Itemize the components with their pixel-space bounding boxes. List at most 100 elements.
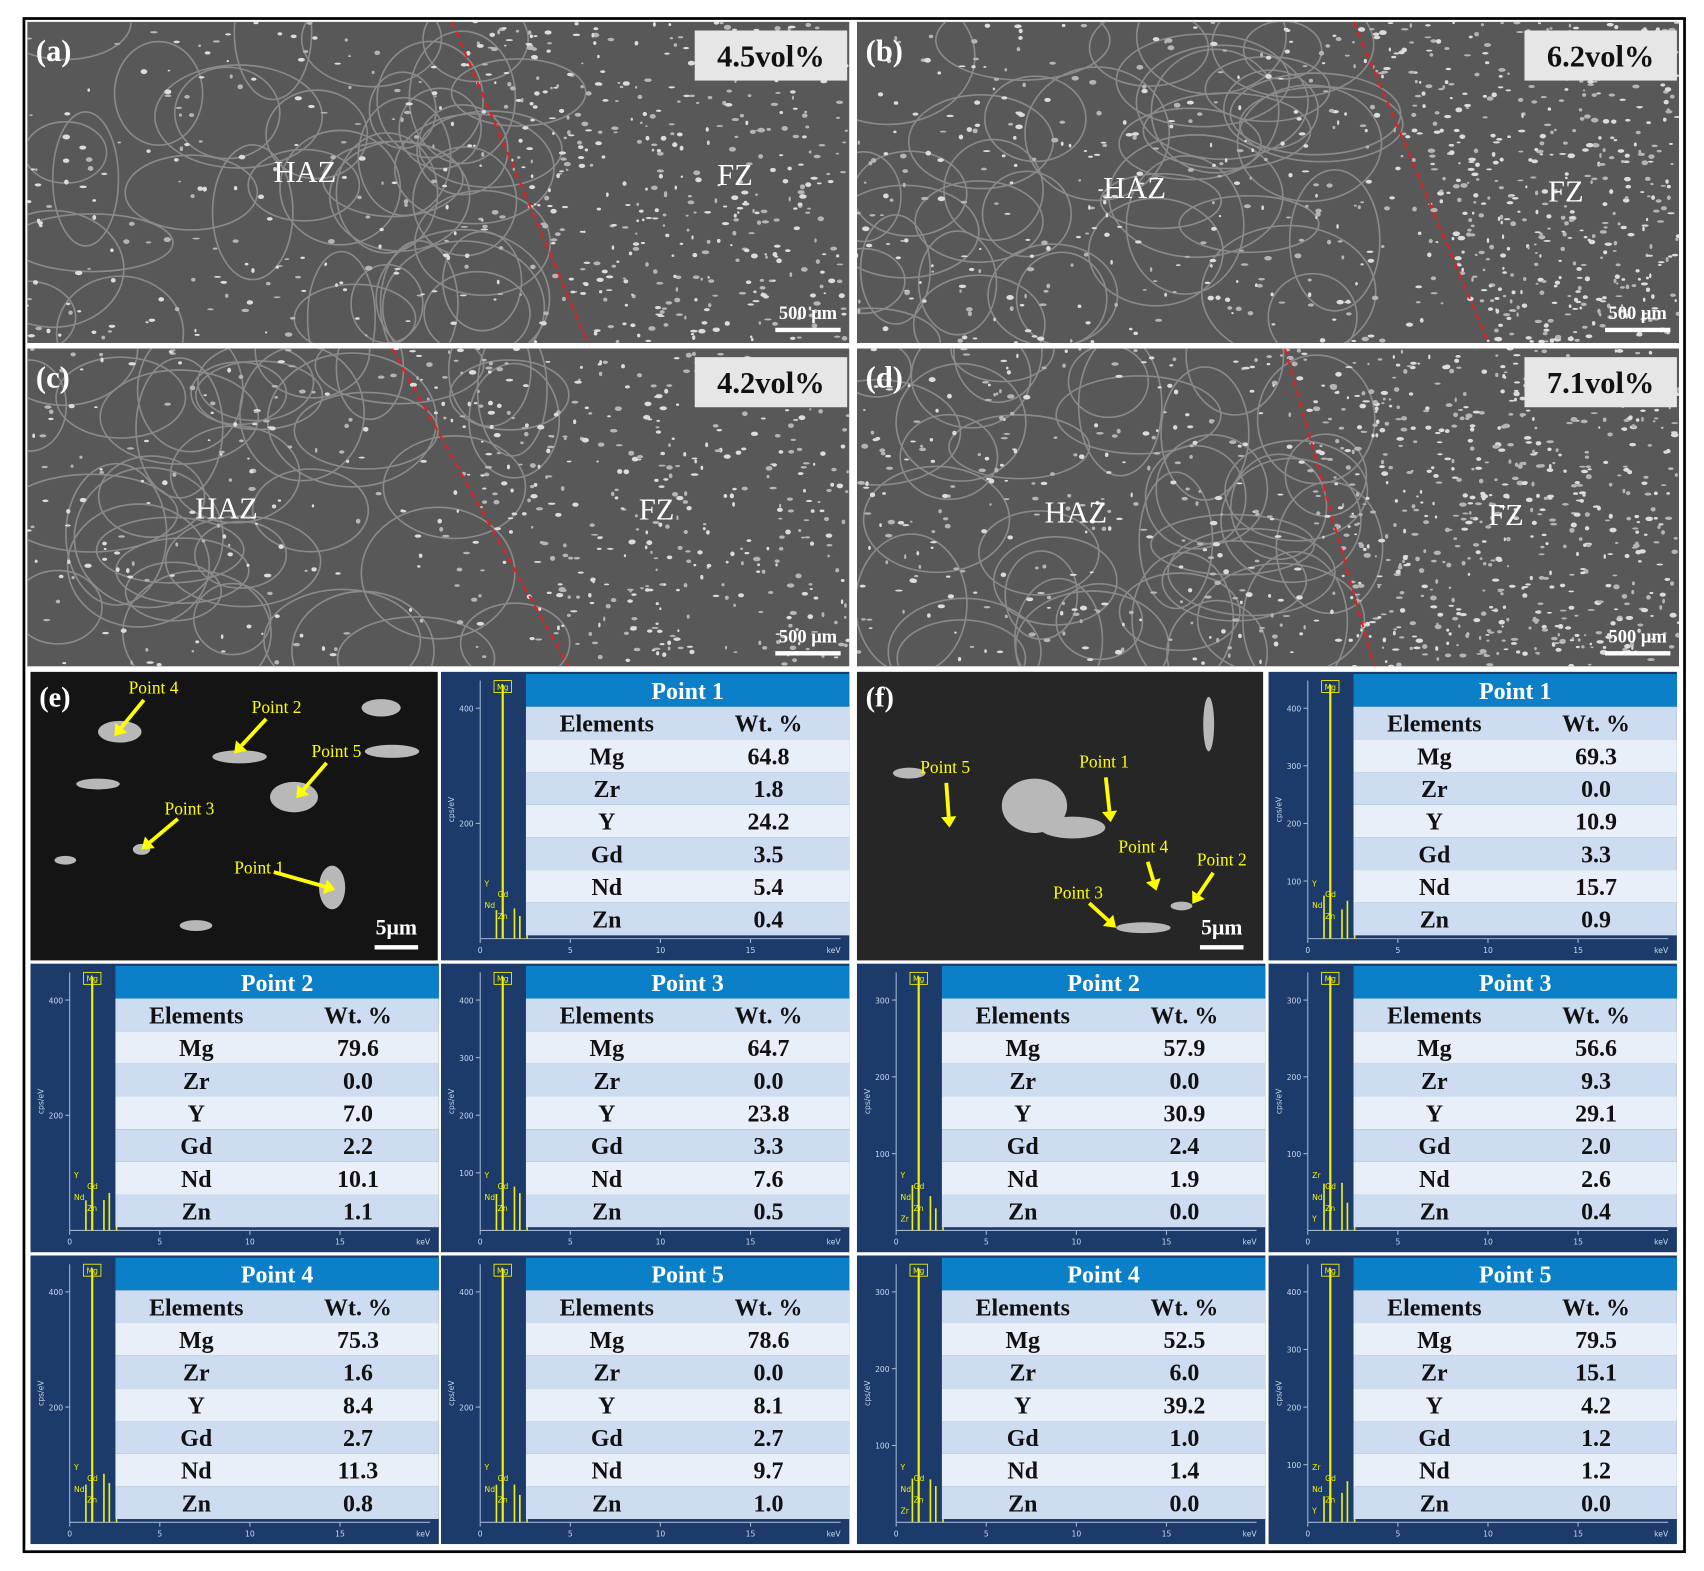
fusion-boundary: [1352, 21, 1490, 344]
precipitate: [1531, 520, 1537, 525]
precipitate: [1625, 284, 1630, 290]
precipitate: [804, 110, 808, 114]
precipitate: [1209, 635, 1212, 639]
precipitate: [686, 559, 692, 564]
precipitate: [1600, 300, 1607, 303]
precipitate: [1483, 43, 1492, 47]
precipitate: [330, 155, 336, 160]
precipitate: [1582, 493, 1586, 497]
precipitate: [561, 205, 569, 209]
precipitate: [636, 219, 639, 223]
precipitate: [1469, 446, 1475, 451]
precipitate: [930, 459, 936, 463]
precipitate: [1598, 162, 1606, 166]
precipitate: [810, 541, 815, 546]
precipitate: [216, 523, 220, 528]
precipitate: [1469, 495, 1476, 500]
precipitate: [1224, 297, 1231, 303]
precipitate: [1516, 31, 1524, 34]
grain-boundary: [122, 570, 272, 667]
table-cell: Y: [1014, 1393, 1031, 1419]
precipitate: [1453, 537, 1458, 540]
precipitate: [1068, 143, 1072, 148]
grain-boundary: [1014, 577, 1104, 667]
precipitate: [788, 449, 795, 454]
precipitate: [1102, 143, 1108, 148]
precipitate: [761, 569, 766, 574]
precipitate: [1542, 576, 1550, 580]
precipitate: [1582, 93, 1587, 97]
precipitate: [741, 447, 747, 451]
precipitate: [886, 377, 892, 381]
precipitate: [1354, 523, 1359, 527]
precipitate: [700, 277, 703, 281]
precipitate: [1481, 540, 1487, 543]
precipitate: [1531, 159, 1539, 164]
grain-boundary: [393, 113, 555, 225]
precipitate: [493, 432, 501, 438]
precipitate: [1580, 419, 1588, 424]
grain-boundary: [1118, 107, 1262, 181]
precipitate: [1401, 47, 1408, 53]
precipitate: [413, 135, 419, 139]
x-tick-label: 10: [656, 946, 666, 955]
table-cell: 8.4: [343, 1393, 373, 1419]
precipitate: [434, 386, 438, 389]
precipitate: [1444, 80, 1449, 85]
precipitate: [799, 194, 807, 199]
precipitate: [1573, 297, 1579, 302]
precipitate: [1217, 552, 1223, 558]
table-header: Wt. %: [1562, 1295, 1630, 1321]
precipitate: [1220, 512, 1223, 516]
table-row-bg: [525, 1161, 850, 1195]
precipitate: [984, 649, 987, 654]
precipitate: [1134, 175, 1138, 180]
precipitate: [585, 129, 593, 132]
precipitate: [1114, 649, 1123, 655]
precipitate: [27, 298, 32, 301]
precipitate: [1573, 492, 1579, 495]
precipitate: [816, 182, 822, 185]
precipitate: [146, 501, 151, 504]
precipitate: [1527, 246, 1530, 250]
y-tick-label: 200: [1287, 1403, 1302, 1412]
precipitate: [1574, 614, 1579, 617]
precipitate: [1193, 26, 1198, 29]
precipitate: [1245, 592, 1253, 598]
precipitate: [1214, 580, 1221, 585]
precipitate: [908, 297, 914, 300]
precipitate: [553, 86, 558, 89]
precipitate: [354, 317, 360, 320]
precipitate: [1496, 651, 1500, 656]
precipitate: [550, 435, 555, 438]
precipitate: [1459, 134, 1466, 139]
precipitate: [1467, 228, 1472, 232]
precipitate: [520, 441, 524, 445]
precipitate: [558, 108, 565, 113]
precipitate: [1624, 196, 1629, 200]
precipitate: [92, 199, 97, 202]
precipitate: [1237, 444, 1242, 448]
precipitate: [614, 406, 622, 412]
y-tick-label: 300: [875, 996, 890, 1005]
precipitate: [1427, 148, 1436, 153]
precipitate: [1362, 400, 1370, 403]
precipitate: [630, 626, 638, 629]
precipitate: [1365, 145, 1370, 149]
precipitate: [1014, 24, 1022, 29]
precipitate: [583, 261, 591, 264]
precipitate: [227, 367, 232, 373]
precipitate: [1315, 494, 1322, 498]
precipitate: [420, 459, 427, 463]
precipitate: [1254, 559, 1260, 563]
precipitate: [588, 593, 592, 598]
precipitate: [485, 366, 493, 370]
precipitate: [844, 129, 848, 132]
grain-boundary: [115, 537, 250, 605]
precipitate: [984, 23, 991, 28]
second-phase: [364, 744, 420, 758]
precipitate: [1486, 339, 1490, 343]
precipitate: [1357, 27, 1366, 32]
precipitate: [981, 529, 987, 534]
